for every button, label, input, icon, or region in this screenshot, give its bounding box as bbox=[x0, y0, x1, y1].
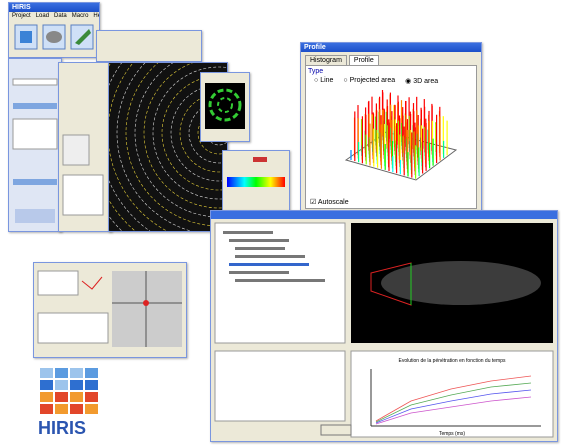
image bbox=[205, 83, 245, 129]
menu-bar: Project Load Data Macro Help bbox=[9, 12, 99, 20]
decor bbox=[55, 368, 68, 378]
decor bbox=[85, 368, 98, 378]
tab[interactable]: Histogram bbox=[305, 55, 347, 65]
decor bbox=[55, 404, 68, 414]
radio-option[interactable]: ○ Projected area bbox=[343, 77, 396, 84]
decor bbox=[70, 380, 83, 390]
options-panel bbox=[96, 30, 202, 62]
radio-option[interactable]: ◉ 3D area bbox=[405, 78, 439, 85]
colormap bbox=[227, 157, 285, 187]
window-title: HIRIS bbox=[9, 3, 99, 12]
menu-item[interactable]: Load bbox=[35, 13, 50, 19]
main-window: HIRIS Project Load Data Macro Help bbox=[8, 2, 100, 58]
decor bbox=[197, 111, 227, 155]
control-panel bbox=[8, 58, 62, 232]
decor bbox=[85, 392, 98, 402]
radio-label: Line bbox=[320, 77, 334, 84]
analysis-window: Evolution de la pénétration en fonction … bbox=[210, 210, 558, 442]
decor bbox=[179, 93, 227, 173]
profile-window: Profile Histogram Profile Type ○ Line ○ Pr… bbox=[300, 42, 482, 216]
colormap-window bbox=[222, 150, 290, 216]
calibration-window bbox=[33, 262, 187, 358]
autoscale-checkbox[interactable]: ☑ Autoscale bbox=[310, 199, 349, 206]
decor bbox=[143, 63, 227, 209]
image-window bbox=[200, 72, 250, 142]
decor bbox=[70, 404, 83, 414]
menu-item[interactable]: Project bbox=[12, 13, 31, 19]
analysis: Evolution de la pénétration en fonction … bbox=[211, 211, 557, 438]
tab-body: Type ○ Line ○ Projected area ◉ 3D area ☑ A… bbox=[305, 65, 477, 209]
decor bbox=[85, 404, 98, 414]
type-options: ○ Line ○ Projected area ◉ 3D area bbox=[306, 77, 476, 85]
tab[interactable]: Profile bbox=[348, 55, 379, 65]
logo-grid bbox=[40, 368, 98, 414]
decor bbox=[152, 66, 227, 200]
tabs: Histogram Profile bbox=[301, 52, 481, 65]
logo: HIRIS bbox=[36, 368, 102, 442]
radio-label: Projected area bbox=[349, 77, 396, 84]
decor bbox=[55, 380, 68, 390]
logo-text: HIRIS bbox=[38, 418, 87, 438]
menu-item[interactable]: Macro bbox=[71, 13, 89, 19]
decor bbox=[70, 368, 83, 378]
decor bbox=[70, 392, 83, 402]
settings bbox=[62, 134, 104, 216]
calibration bbox=[37, 270, 182, 347]
radio-option[interactable]: ○ Line bbox=[314, 77, 334, 84]
decor bbox=[40, 368, 53, 378]
menu-item[interactable]: Help bbox=[93, 13, 99, 19]
window-title: Profile bbox=[301, 43, 481, 52]
decor bbox=[55, 392, 68, 402]
decor bbox=[40, 380, 53, 390]
decor bbox=[40, 392, 53, 402]
menu-item[interactable]: Data bbox=[54, 13, 67, 19]
controls bbox=[12, 78, 58, 223]
group-label: Type bbox=[308, 68, 324, 75]
3d-plot bbox=[344, 90, 458, 181]
chart-title: Evolution de la pénétration en fonction … bbox=[398, 358, 506, 364]
settings-panel bbox=[58, 62, 112, 232]
toolbar-icons bbox=[14, 24, 94, 50]
radio-label: 3D area bbox=[413, 78, 439, 85]
decor bbox=[85, 380, 98, 390]
x-axis-label: Temps (ms) bbox=[439, 431, 465, 437]
decor bbox=[40, 404, 53, 414]
checkbox-label: Autoscale bbox=[317, 199, 349, 206]
